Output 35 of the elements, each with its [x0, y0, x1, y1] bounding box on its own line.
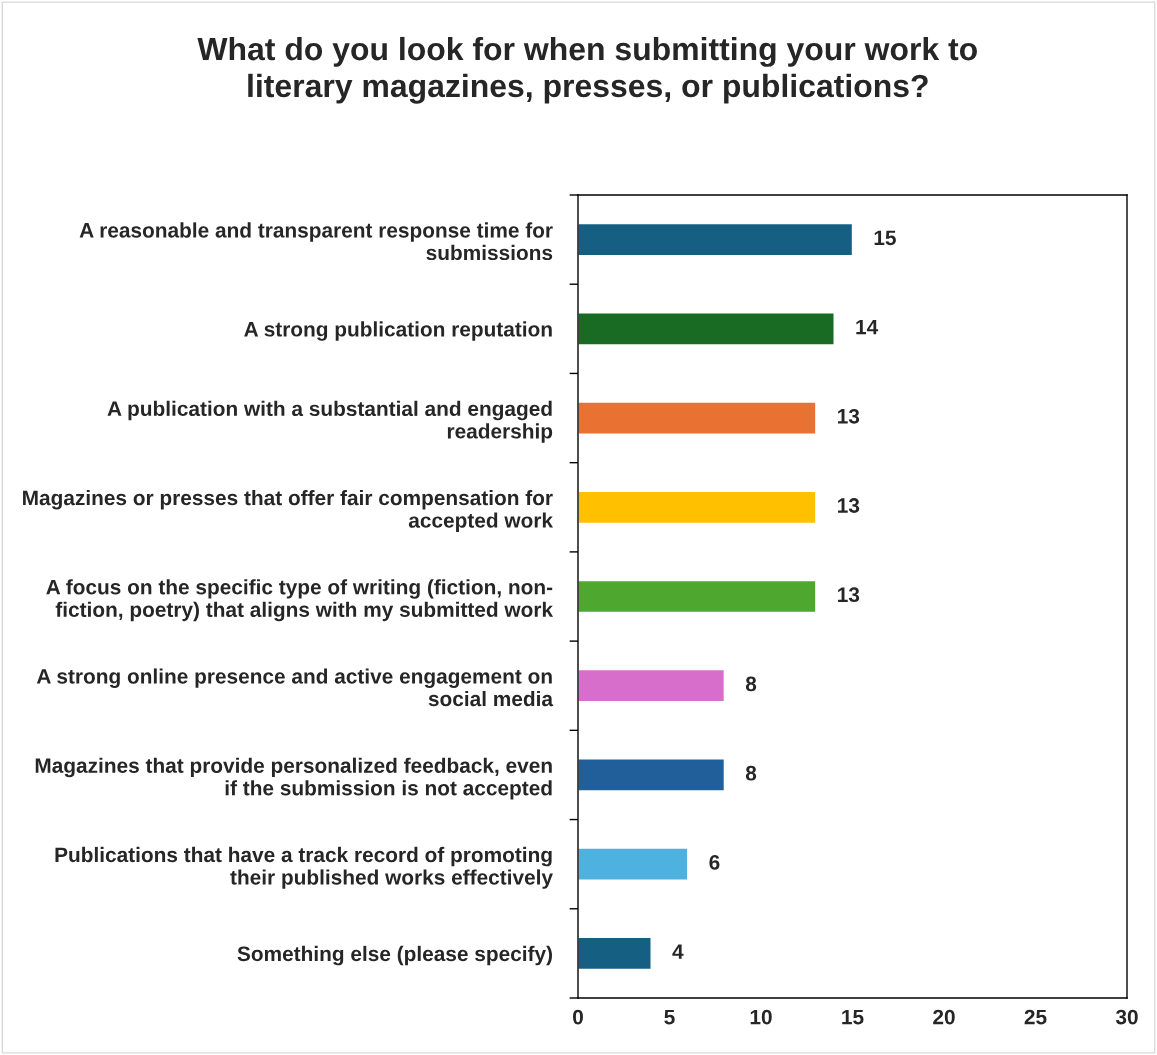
bar — [578, 401, 817, 435]
data-label: 13 — [838, 408, 860, 424]
bar — [578, 936, 652, 971]
y-tick-label: A strong publication reputation — [244, 321, 552, 341]
bar — [578, 668, 726, 703]
x-tick-label: 20 — [933, 1009, 955, 1025]
y-tick-label: Something else (please specify) — [237, 945, 552, 966]
data-label: 13 — [838, 498, 860, 513]
data-label: 13 — [838, 587, 860, 603]
data-label: 4 — [672, 944, 684, 959]
x-tick-label: 10 — [750, 1009, 772, 1025]
y-tick-label: A focus on the specific type of writing (fiction, non- fiction, poetry) that aligns with my submitted work — [46, 579, 554, 622]
y-tick-label: Magazines that provide personalized feedback, even if the submission is not accepted — [35, 757, 552, 800]
x-tick-label: 5 — [664, 1009, 675, 1025]
y-tick-label: Magazines or presses that offer fair compensation for accepted work — [23, 489, 554, 532]
x-tick-label: 30 — [1115, 1009, 1138, 1025]
y-tick-label: Publications that have a track record of promoting their published works effectively — [55, 846, 553, 889]
data-label: 15 — [874, 230, 896, 246]
bar — [578, 758, 726, 792]
y-tick-label: A strong online presence and active engagement on social media — [36, 668, 554, 707]
data-label: 8 — [745, 765, 757, 781]
bar — [578, 312, 835, 346]
data-label: 6 — [709, 855, 720, 870]
x-tick-label: 15 — [842, 1009, 864, 1025]
x-tick-label: 0 — [573, 1009, 583, 1025]
bar — [578, 847, 689, 881]
data-label: 8 — [745, 676, 757, 692]
data-label: 14 — [856, 319, 879, 335]
x-tick-label: 25 — [1024, 1009, 1047, 1025]
chart-title: What do you look for when submitting your work to literary magazines, presses, or publications? — [197, 36, 977, 104]
y-tick-label: A reasonable and transparent response time for submissions — [79, 222, 553, 261]
bar — [578, 490, 817, 525]
bar — [578, 579, 817, 614]
y-tick-label: A publication with a substantial and engaged readership — [107, 400, 553, 443]
bar — [578, 222, 854, 257]
